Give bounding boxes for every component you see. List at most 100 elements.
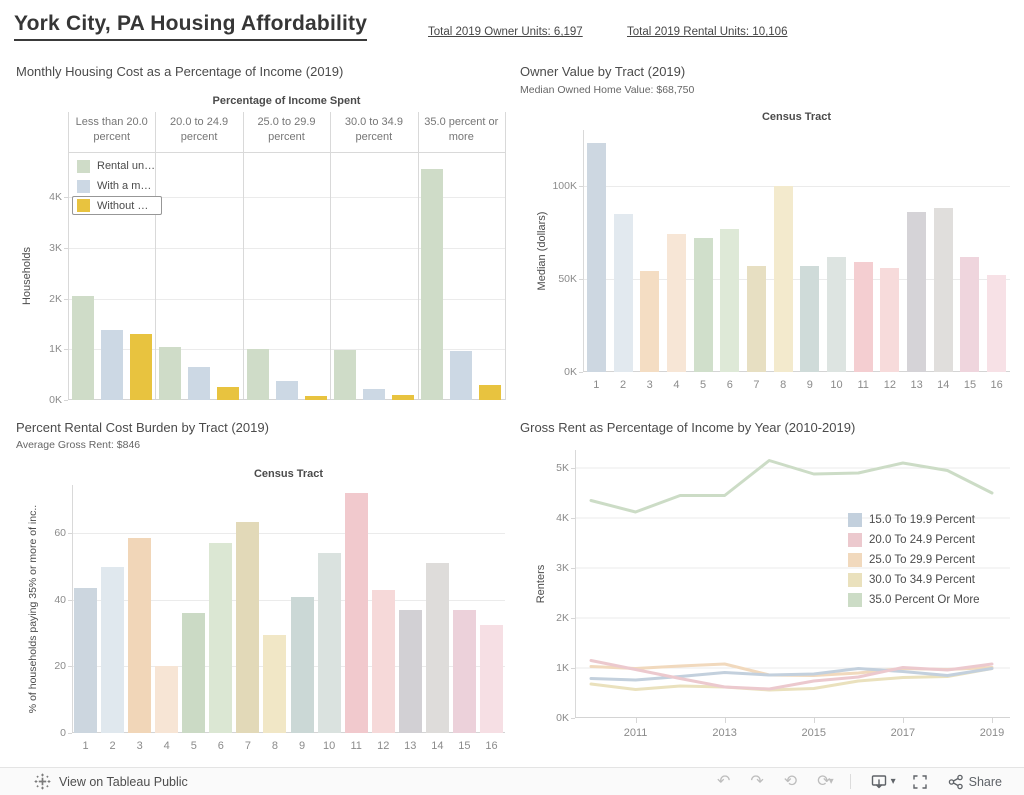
view-on-tableau-public-link[interactable]: View on Tableau Public [34,768,188,795]
legend-item[interactable]: With a m… [72,176,162,196]
bar-series1-group5[interactable] [421,169,444,400]
bar-tract-12[interactable] [880,267,900,372]
bar-tract-15[interactable] [960,256,980,372]
x-axis-line [72,732,505,733]
y-tick-label: 0K [49,394,62,406]
line-20-0-to-24-9-percent[interactable] [589,659,994,691]
download-icon[interactable] [861,773,897,791]
bar-tract-14[interactable] [933,208,953,372]
legend-item[interactable]: Rental un… [72,156,162,176]
y-axis-line [583,130,584,372]
bar-series2-group1[interactable] [100,330,123,400]
y-tick-mark [579,185,583,187]
share-icon[interactable] [938,773,967,791]
bar-series1-group2[interactable] [159,346,182,400]
x-tick-label: 2013 [712,727,737,739]
bar-series1-group1[interactable] [71,296,94,400]
fullscreen-icon[interactable] [902,773,938,791]
bar-series3-group5[interactable] [479,385,502,400]
bar-tract-6[interactable] [209,543,233,733]
redo-icon[interactable]: ↷ [750,772,764,790]
column-header-4: 30.0 to 34.9 percent [344,116,403,143]
legend-label: 15.0 To 19.9 Percent [869,514,975,526]
x-axis-line [575,717,1010,718]
bar-tract-15[interactable] [452,609,476,733]
legend-item[interactable]: 35.0 Percent Or More [844,590,984,610]
gridline [68,298,505,300]
bar-tract-10[interactable] [827,256,847,372]
refresh-caret-icon[interactable]: ▾ [828,776,834,787]
y-tick-label: 4K [556,512,569,524]
bar-series3-group4[interactable] [391,395,414,400]
bar-tract-3[interactable] [640,271,660,372]
x-tick-label: 1 [82,740,89,752]
bar-series3-group1[interactable] [129,334,152,400]
bar-tract-2[interactable] [613,213,633,372]
bar-series1-group3[interactable] [246,349,269,400]
bar-tract-16[interactable] [987,275,1007,372]
bar-tract-4[interactable] [155,666,179,733]
bar-tract-13[interactable] [907,211,927,372]
bar-tract-1[interactable] [74,588,98,733]
bar-series2-group4[interactable] [362,389,385,400]
legend-item[interactable]: Without … [72,196,163,215]
legend-item[interactable]: 30.0 To 34.9 Percent [844,570,984,590]
bar-tract-11[interactable] [344,493,368,733]
line-30-0-to-34-9-percent[interactable] [589,667,994,692]
bar-tract-4[interactable] [666,234,686,372]
y-tick-mark [571,468,575,469]
chart-title: Owner Value by Tract (2019) [520,64,686,79]
bar-series3-group3[interactable] [304,395,327,400]
replay-icon[interactable]: ⟲ [783,772,798,790]
y-tick-mark [571,518,575,519]
bar-tract-8[interactable] [773,185,793,372]
legend-swatch [77,199,90,212]
bar-tract-3[interactable] [128,538,152,733]
bar-tract-16[interactable] [479,624,503,733]
x-tick-label: 8 [780,379,787,391]
gridline [583,278,1010,280]
bar-tract-5[interactable] [182,613,206,733]
download-caret-icon[interactable]: ▾ [890,776,896,787]
stat-rental-units-link[interactable]: Total 2019 Rental Units: 10,106 [627,26,788,38]
x-tick-label: 16 [485,740,498,752]
y-tick-label: 0 [60,727,66,739]
bar-tract-2[interactable] [101,566,125,733]
legend: 15.0 To 19.9 Percent 20.0 To 24.9 Percent… [844,510,984,610]
legend-item[interactable]: 15.0 To 19.9 Percent [844,510,984,530]
x-tick-label: 12 [377,740,390,752]
bar-tract-10[interactable] [317,553,341,733]
bar-tract-5[interactable] [693,237,713,372]
undo-icon[interactable]: ↶ [716,772,731,790]
refresh-icon[interactable]: ⟳ [817,772,831,790]
bar-series3-group2[interactable] [217,387,240,400]
bar-series2-group2[interactable] [188,367,211,400]
line-15-0-to-19-9-percent[interactable] [589,667,994,682]
bar-tract-14[interactable] [425,563,449,733]
bar-tract-11[interactable] [853,262,873,372]
y-tick-label: 3K [556,562,569,574]
legend-item[interactable]: 20.0 To 24.9 Percent [844,530,984,550]
bar-tract-6[interactable] [720,228,740,372]
bar-tract-9[interactable] [290,596,314,733]
x-tick-label: 3 [136,740,143,752]
stat-owner-units-link[interactable]: Total 2019 Owner Units: 6,197 [428,26,583,38]
bar-series2-group5[interactable] [450,351,473,400]
bar-series1-group4[interactable] [333,350,356,400]
y-tick-label: 5K [556,462,569,474]
x-tick-label: 2015 [801,727,826,739]
line-35-0-percent-or-more[interactable] [589,459,994,514]
bar-tract-13[interactable] [398,609,422,733]
bar-tract-9[interactable] [800,265,820,372]
bar-tract-8[interactable] [263,634,287,733]
bar-series2-group3[interactable] [275,381,298,400]
bar-tract-7[interactable] [746,265,766,372]
gridline [68,247,505,249]
legend-item[interactable]: 25.0 To 29.9 Percent [844,550,984,570]
bar-tract-12[interactable] [371,589,395,733]
share-label[interactable]: Share [968,774,1002,789]
bar-tract-7[interactable] [236,521,260,733]
legend-label: 20.0 To 24.9 Percent [869,534,975,546]
column-divider [155,112,157,400]
bar-tract-1[interactable] [586,143,606,372]
